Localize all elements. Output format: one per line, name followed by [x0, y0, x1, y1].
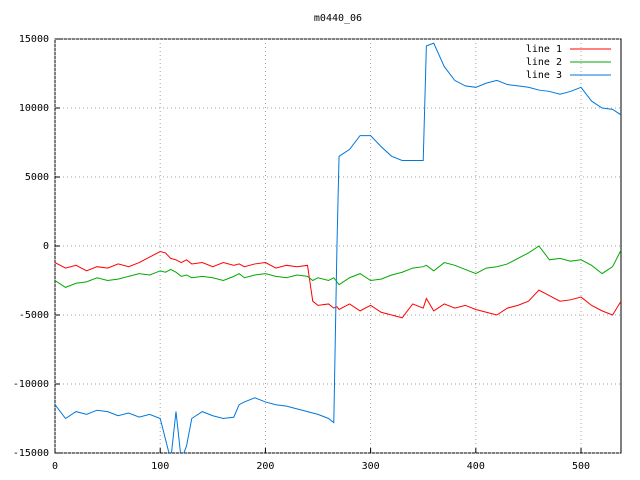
y-tick-label: -15000	[13, 448, 49, 459]
y-tick-label: 5000	[25, 172, 49, 183]
legend-label: line 2	[526, 57, 562, 68]
y-tick-label: -5000	[19, 310, 49, 321]
series-line	[55, 250, 621, 319]
y-tick-label: 15000	[19, 34, 49, 45]
legend-label: line 3	[526, 70, 562, 81]
x-tick-label: 100	[151, 461, 169, 472]
x-tick-label: 400	[467, 461, 485, 472]
legend-label: line 1	[526, 44, 562, 55]
y-tick-label: 0	[43, 241, 49, 252]
y-tick-label: -10000	[13, 379, 49, 390]
x-tick-label: 0	[52, 461, 58, 472]
series-line	[55, 245, 621, 288]
y-tick-label: 10000	[19, 103, 49, 114]
x-tick-label: 200	[256, 461, 274, 472]
x-tick-label: 300	[362, 461, 380, 472]
x-tick-label: 500	[572, 461, 590, 472]
chart-title: m0440_06	[314, 13, 362, 24]
series-line	[55, 42, 621, 453]
